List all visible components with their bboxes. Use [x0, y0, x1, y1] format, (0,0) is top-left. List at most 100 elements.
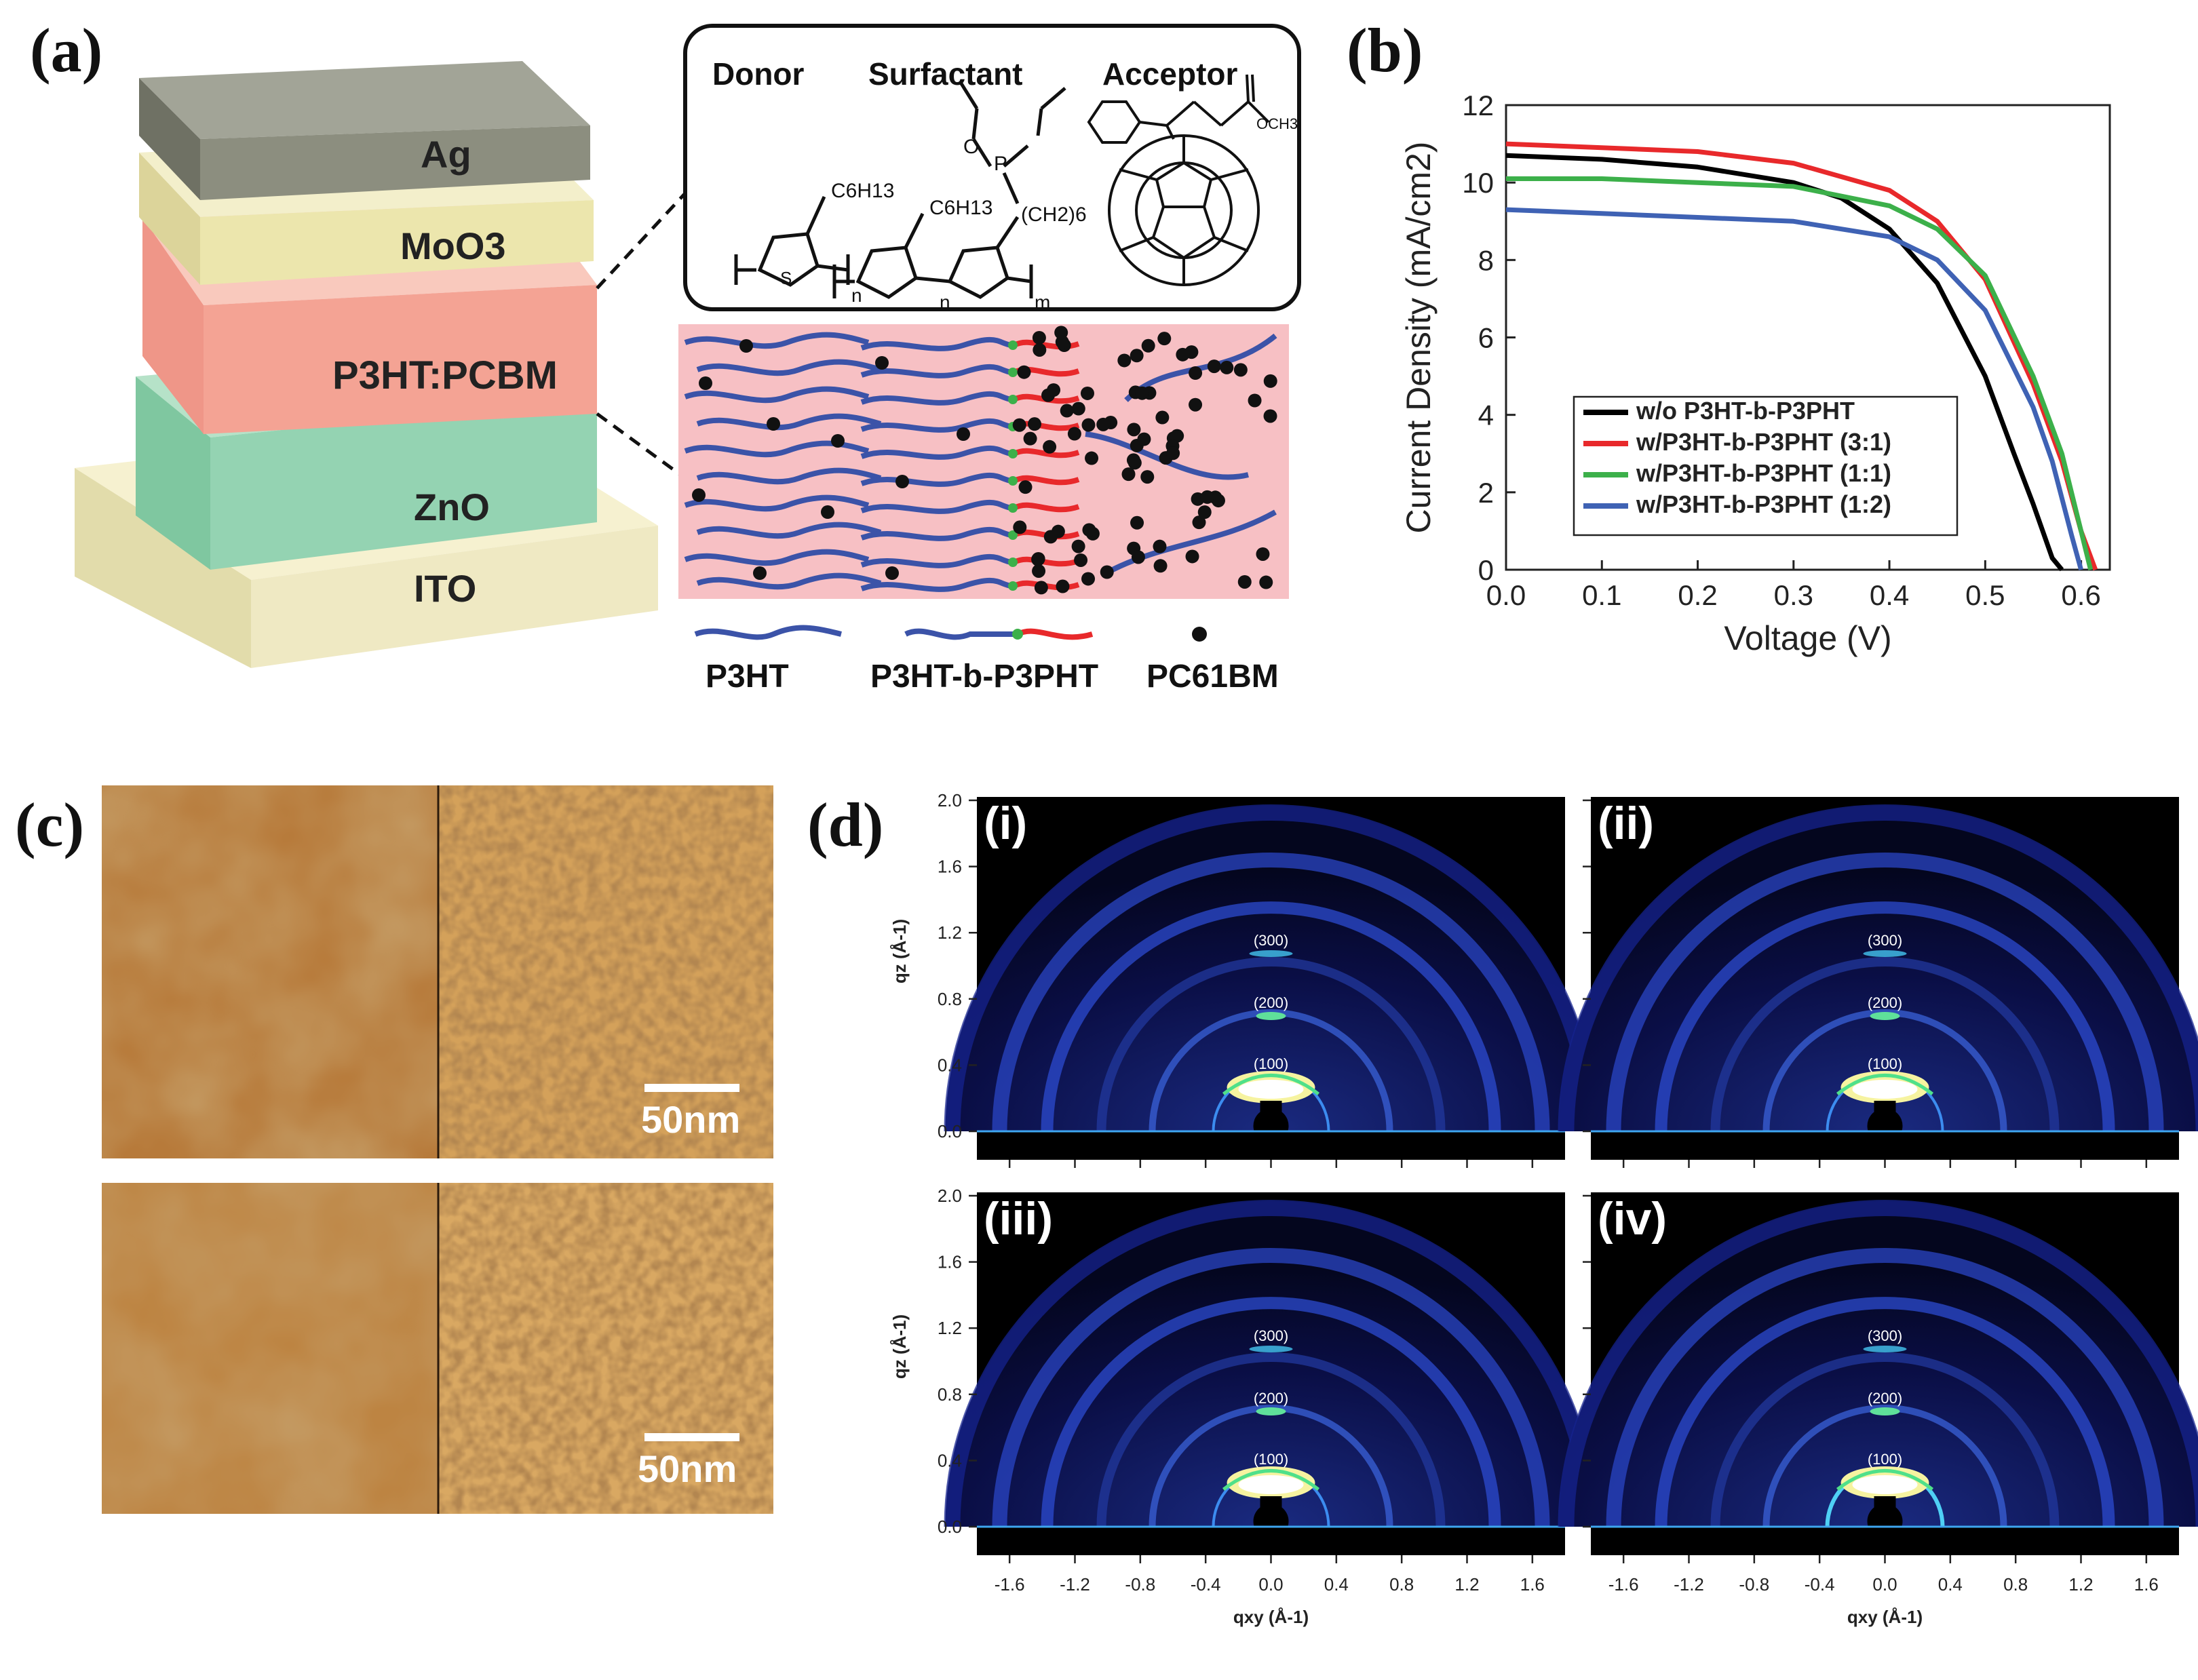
- p3ht-chain: [684, 440, 870, 458]
- pcbm-dot: [1082, 523, 1096, 537]
- p3ht-chain: [684, 494, 870, 512]
- chart-legend: [1573, 395, 1959, 536]
- scale-bar-top: [644, 1084, 739, 1092]
- peak-label: (100): [1254, 1451, 1288, 1468]
- pcbm-dot: [1071, 539, 1085, 553]
- pcbm-dot: [1207, 359, 1221, 374]
- copolymer-junction: [1008, 395, 1018, 404]
- legend-label-pcbm: PC61BM: [1146, 659, 1279, 695]
- x-axis-label: Voltage (V): [1724, 619, 1891, 657]
- copolymer-junction: [1008, 558, 1018, 567]
- y-tick-label: 1.6: [938, 857, 962, 877]
- x-axis-label: qxy (Å-1): [1233, 1607, 1309, 1627]
- pcbm-dot: [1185, 549, 1199, 564]
- y-tick-label: 8: [1478, 244, 1494, 276]
- pcbm-dot: [1031, 552, 1045, 566]
- morphology-pcbm-dots: [692, 326, 1277, 595]
- p3ht-chain: [696, 572, 882, 590]
- copolymer-p3pht-segment: [1013, 448, 1080, 458]
- legend-label-p3ht: P3HT: [706, 659, 789, 695]
- pcbm-dot: [1054, 326, 1068, 340]
- pcbm-dot: [1130, 515, 1144, 530]
- pcbm-dot: [739, 339, 753, 353]
- surfactant-substituent-linker: (CH2)6: [1021, 203, 1087, 226]
- afm-top-height: [102, 785, 438, 1158]
- pcbm-dot: [699, 376, 712, 390]
- copolymer-p3pht-segment: [1013, 475, 1080, 486]
- p3ht-chain: [696, 413, 882, 431]
- subpanel-label: (iv): [1598, 1193, 1667, 1245]
- copolymer-junction: [1008, 503, 1018, 513]
- pcbm-dot: [1256, 547, 1270, 561]
- y-tick-label: 12: [1462, 90, 1494, 121]
- pcbm-dot: [1034, 581, 1048, 595]
- x-tick-label: 0.3: [1774, 579, 1813, 611]
- donor-repeat-index: n: [851, 285, 862, 306]
- panel-label-c: (c): [15, 790, 85, 859]
- surfactant-substituent-hexyl: C6H13: [929, 197, 993, 219]
- peak-label: (100): [1868, 1055, 1902, 1072]
- pcbm-dot: [1096, 417, 1111, 431]
- pcbm-dot: [1155, 410, 1170, 425]
- pcbm-dot: [1027, 417, 1041, 431]
- copolymer-junction: [1008, 581, 1018, 591]
- pcbm-dot: [885, 566, 899, 580]
- x-tick-label: -0.4: [1805, 1574, 1835, 1595]
- y-tick-label: 1.6: [938, 1252, 962, 1272]
- pcbm-dot: [895, 475, 909, 488]
- x-tick-label: 1.6: [2134, 1574, 2159, 1595]
- pcbm-dot: [831, 434, 845, 448]
- pcbm-dot: [1018, 480, 1033, 494]
- legend-entry: w/o P3HT-b-P3PHT: [1636, 397, 1855, 425]
- legend-entry: w/P3HT-b-P3PHT (1:1): [1636, 459, 1891, 487]
- pcbm-dot: [1233, 363, 1248, 377]
- pcbm-dot: [1117, 353, 1132, 368]
- copolymer-p3ht-segment: [860, 526, 1011, 541]
- p3ht-chain: [696, 467, 882, 485]
- peak-label: (100): [1254, 1055, 1288, 1072]
- x-tick-label: -1.2: [1060, 1574, 1090, 1595]
- y-tick-label: 0.0: [938, 1121, 962, 1141]
- pcbm-dot: [1017, 365, 1031, 379]
- layer-label-zno: ZnO: [414, 486, 490, 528]
- subpanel-label: (ii): [1598, 798, 1654, 849]
- pcbm-dot: [1166, 446, 1180, 461]
- panel-label-b: (b): [1347, 16, 1423, 85]
- peak-label: (200): [1254, 994, 1288, 1011]
- donor-sulfur: S: [780, 268, 792, 288]
- pcbm-dot: [1013, 520, 1027, 534]
- pcbm-dot: [1263, 374, 1277, 388]
- surfactant-oxygen: O: [963, 136, 980, 158]
- layer-label-active: P3HT:PCBM: [332, 353, 558, 397]
- layer-label-ito: ITO: [414, 567, 477, 610]
- giwaxs-pattern: (300) (200) (100) (ii): [1558, 797, 2198, 1168]
- peak-label: (300): [1868, 1327, 1902, 1344]
- p3ht-chain: [684, 332, 870, 349]
- peak-label: (200): [1868, 1390, 1902, 1407]
- peak-label: (100): [1868, 1451, 1902, 1468]
- x-tick-label: 0.5: [1965, 579, 2005, 611]
- pcbm-dot: [1047, 383, 1061, 397]
- surfactant-phosphorus: P: [994, 153, 1008, 175]
- y-tick-label: 6: [1478, 322, 1494, 354]
- zoom-connector-bottom: [596, 412, 687, 480]
- y-axis-label: qz (Å-1): [889, 1314, 910, 1379]
- pcbm-dot: [1081, 572, 1096, 586]
- pcbm-dot: [692, 488, 706, 502]
- x-tick-label: 0.0: [1258, 1574, 1283, 1595]
- x-tick-label: 0.4: [1324, 1574, 1349, 1595]
- copolymer-junction: [1008, 368, 1018, 377]
- pcbm-dot: [767, 417, 780, 431]
- pcbm-dot: [1237, 574, 1252, 589]
- copolymer-junction: [1008, 530, 1018, 540]
- acceptor-methoxy: OCH3: [1256, 115, 1298, 132]
- x-tick-label: 0.4: [1938, 1574, 1963, 1595]
- peak-label: (300): [1868, 932, 1902, 949]
- p3ht-chain: [696, 359, 882, 376]
- y-tick-label: 2: [1478, 477, 1494, 509]
- pcbm-dot: [1259, 575, 1273, 589]
- y-tick-label: 0.0: [938, 1517, 962, 1537]
- molecule-header-donor: Donor: [712, 56, 805, 92]
- pcbm-dot: [1023, 431, 1037, 446]
- pcbm-dot: [1081, 418, 1096, 432]
